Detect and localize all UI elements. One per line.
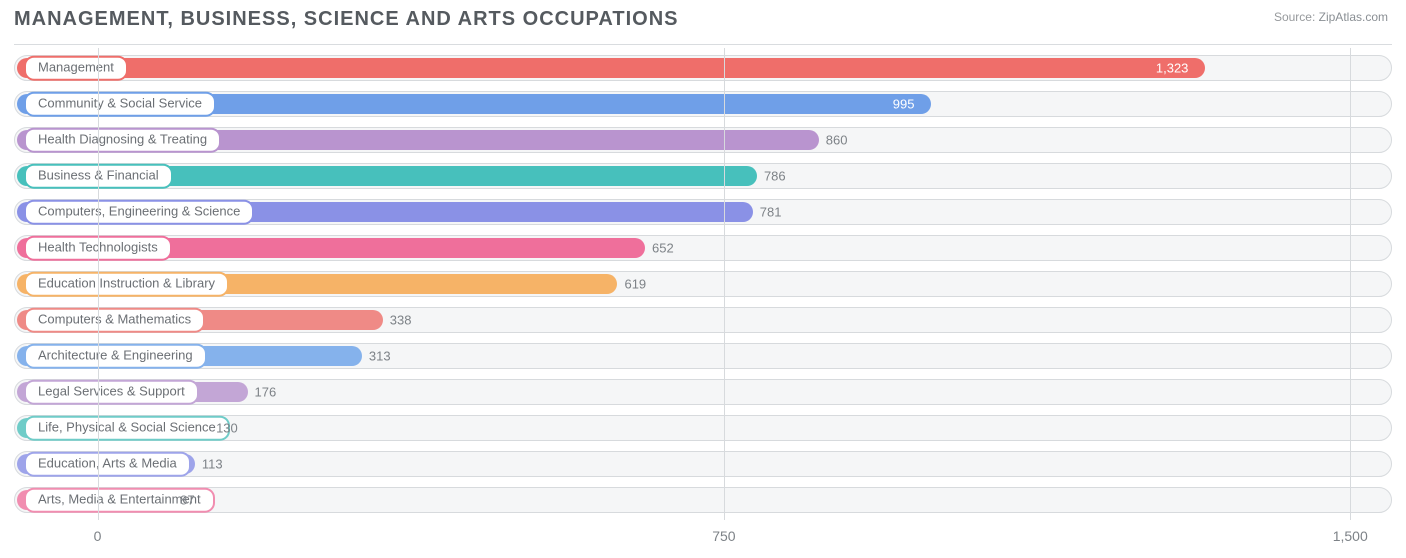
bar-value: 619 xyxy=(614,277,646,292)
bar-row: Arts, Media & Entertainment87 xyxy=(14,485,1392,515)
bar-rows: Management 1,323 Community & Social Servic… xyxy=(14,48,1392,520)
bar-label: Legal Services & Support xyxy=(24,380,199,405)
bar-row: Management 1,323 xyxy=(14,53,1392,83)
x-axis-tick-label: 750 xyxy=(712,528,735,544)
bar-label: Computers & Mathematics xyxy=(24,308,205,333)
bar-value: 338 xyxy=(380,313,412,328)
bar-value: 860 xyxy=(816,133,848,148)
x-axis-tick-label: 0 xyxy=(94,528,102,544)
bar-value: 652 xyxy=(642,241,674,256)
bar-label: Management xyxy=(24,56,128,81)
bar-label: Health Diagnosing & Treating xyxy=(24,128,221,153)
plot-area: Management 1,323 Community & Social Servic… xyxy=(14,48,1392,520)
bar-label: Education Instruction & Library xyxy=(24,272,229,297)
gridline xyxy=(1350,48,1351,520)
bar-label: Architecture & Engineering xyxy=(24,344,207,369)
bar-value: 130 xyxy=(206,421,238,436)
title-divider xyxy=(14,44,1392,45)
gridline xyxy=(98,48,99,520)
bar-row: Education Instruction & Library 619 xyxy=(14,269,1392,299)
bar-value: 176 xyxy=(245,385,277,400)
source-value: ZipAtlas.com xyxy=(1319,10,1388,24)
bar-row: Architecture & Engineering 313 xyxy=(14,341,1392,371)
bar-label: Life, Physical & Social Science xyxy=(24,416,230,441)
bar-value: 113 xyxy=(192,457,223,472)
bar-row: Life, Physical & Social Science130 xyxy=(14,413,1392,443)
bar-label: Community & Social Service xyxy=(24,92,216,117)
bar-value: 995 xyxy=(893,97,929,112)
bar-row: Business & Financial786 xyxy=(14,161,1392,191)
bar-label: Computers, Engineering & Science xyxy=(24,200,254,225)
bar-row: Education, Arts & Media113 xyxy=(14,449,1392,479)
chart-title: MANAGEMENT, BUSINESS, SCIENCE AND ARTS O… xyxy=(0,0,1406,35)
bar-value: 786 xyxy=(754,169,786,184)
bar-value: 781 xyxy=(750,205,782,220)
bar-label: Education, Arts & Media xyxy=(24,452,191,477)
gridline xyxy=(724,48,725,520)
x-axis-tick-label: 1,500 xyxy=(1333,528,1368,544)
bar-value: 313 xyxy=(359,349,391,364)
bar-row: Computers & Mathematics 338 xyxy=(14,305,1392,335)
bar-row: Health Diagnosing & Treating 860 xyxy=(14,125,1392,155)
bar-value: 87 xyxy=(170,493,194,508)
bar-row: Legal Services & Support 176 xyxy=(14,377,1392,407)
source-attribution: Source: ZipAtlas.com xyxy=(1274,10,1388,24)
bar-row: Computers, Engineering & Science 781 xyxy=(14,197,1392,227)
bar-track xyxy=(14,487,1392,513)
bar-fill xyxy=(17,58,1205,78)
bar-row: Health Technologists652 xyxy=(14,233,1392,263)
bar-row: Community & Social Service 995 xyxy=(14,89,1392,119)
bar-value: 1,323 xyxy=(1156,61,1203,76)
source-label: Source: xyxy=(1274,10,1315,24)
chart-container: Management 1,323 Community & Social Servic… xyxy=(14,42,1392,548)
